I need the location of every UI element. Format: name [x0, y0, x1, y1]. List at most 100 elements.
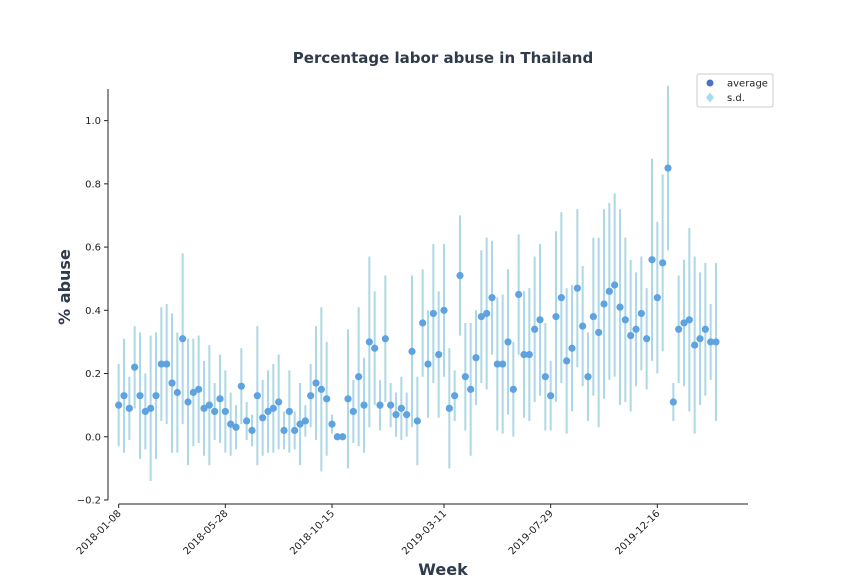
data-point — [344, 395, 352, 403]
legend-average-marker — [706, 79, 714, 87]
chart-title: Percentage labor abuse in Thailand — [293, 49, 593, 67]
data-point — [563, 357, 571, 365]
legend: average s.d. — [696, 73, 774, 108]
x-axis-label: Week — [418, 560, 468, 576]
data-point — [408, 347, 416, 356]
data-point — [184, 398, 192, 406]
data-point — [243, 417, 251, 425]
data-point — [120, 392, 128, 400]
y-tick-label: 0.2 — [85, 369, 101, 380]
data-point — [515, 290, 523, 299]
data-point — [179, 335, 187, 343]
data-point — [499, 360, 507, 368]
data-point — [536, 316, 544, 324]
data-point — [211, 407, 219, 416]
data-point — [573, 284, 581, 292]
data-point — [312, 379, 320, 387]
data-point — [333, 433, 341, 441]
data-point — [317, 385, 325, 393]
data-point — [659, 259, 667, 267]
data-point — [259, 414, 267, 422]
data-point — [701, 325, 709, 333]
data-point — [568, 344, 576, 352]
data-point — [429, 309, 437, 318]
data-point — [472, 354, 480, 362]
data-point — [435, 350, 443, 359]
data-point — [163, 360, 171, 368]
data-point — [152, 392, 160, 400]
data-point — [157, 360, 165, 368]
data-point — [323, 395, 331, 403]
legend-box — [696, 73, 774, 108]
data-point — [275, 398, 283, 406]
x-tick-label: 2019-07-29 — [507, 508, 556, 557]
data-point — [424, 360, 432, 368]
data-point — [136, 392, 144, 400]
data-point — [669, 398, 677, 406]
data-point — [360, 401, 368, 409]
data-point — [328, 420, 336, 428]
data-point — [477, 313, 485, 321]
data-point — [440, 306, 448, 314]
data-point — [707, 338, 715, 346]
data-point — [584, 373, 592, 381]
data-point — [227, 420, 235, 428]
data-point — [483, 309, 491, 318]
data-point — [653, 294, 661, 302]
data-point — [632, 325, 640, 333]
data-point — [547, 392, 555, 400]
x-tick-label: 2019-12-16 — [614, 508, 663, 557]
data-point — [403, 411, 411, 419]
data-point — [413, 417, 421, 425]
data-point — [637, 309, 645, 318]
x-tick-label: 2019-03-11 — [400, 508, 449, 557]
data-point — [392, 411, 400, 419]
data-point — [253, 392, 261, 400]
data-point — [115, 401, 123, 409]
data-point — [419, 319, 427, 327]
data-point — [648, 256, 656, 264]
data-point — [355, 373, 363, 381]
data-point — [205, 401, 213, 409]
data-point — [232, 423, 240, 431]
data-point — [589, 313, 597, 321]
data-point — [221, 407, 229, 416]
data-point — [296, 420, 304, 428]
data-point — [643, 335, 651, 343]
data-point — [467, 385, 475, 393]
data-point — [509, 385, 517, 393]
y-tick-label: 0.8 — [85, 179, 101, 190]
data-point — [525, 350, 533, 359]
data-point — [371, 344, 379, 352]
data-point — [168, 379, 176, 387]
data-point — [248, 426, 256, 435]
data-point — [541, 373, 549, 381]
data-point — [285, 407, 293, 416]
data-point — [125, 404, 133, 412]
data-point — [493, 360, 501, 368]
data-point — [680, 319, 688, 327]
data-point — [712, 338, 720, 346]
x-tick-label: 2018-01-08 — [75, 508, 124, 557]
data-point — [488, 294, 496, 302]
data-point — [627, 332, 635, 340]
data-point — [189, 388, 197, 397]
data-point — [611, 281, 619, 289]
data-point — [173, 388, 181, 397]
data-point — [301, 417, 309, 425]
data-point — [600, 300, 608, 308]
data-point — [397, 404, 405, 412]
x-tick-label: 2018-05-28 — [182, 508, 231, 557]
data-point — [579, 322, 587, 330]
data-point — [381, 335, 389, 343]
data-point — [141, 407, 149, 416]
data-point — [291, 426, 299, 435]
data-point — [216, 395, 224, 403]
data-point — [675, 325, 683, 333]
data-point — [664, 164, 672, 172]
data-point — [339, 433, 347, 441]
data-point — [451, 392, 459, 400]
data-point — [531, 325, 539, 333]
